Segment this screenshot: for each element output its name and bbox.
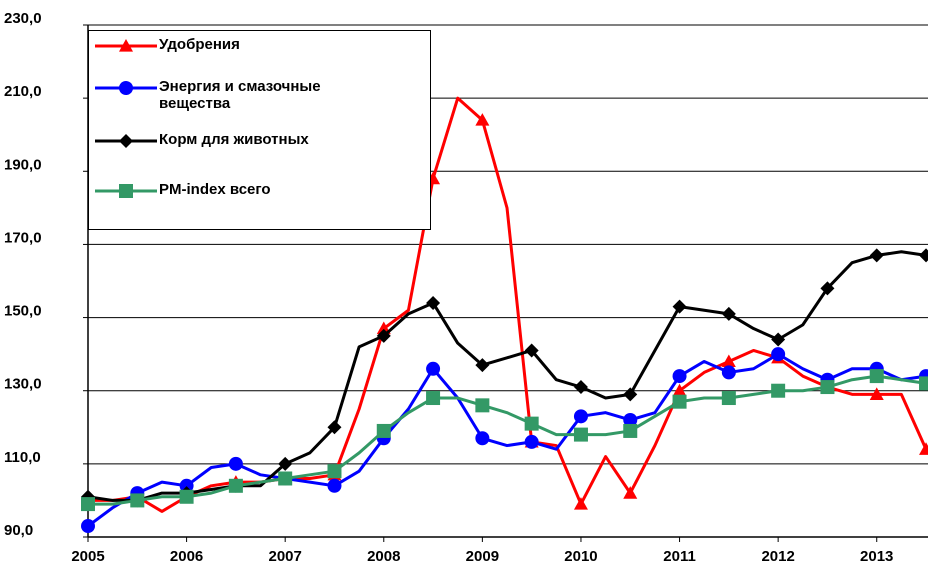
y-tick-label: 210,0 <box>4 83 42 100</box>
legend-item: PM-index всего <box>95 181 384 201</box>
marker <box>721 354 736 368</box>
marker <box>130 493 145 508</box>
marker <box>524 434 539 449</box>
marker <box>278 471 293 486</box>
marker <box>623 387 638 402</box>
x-tick-label: 2005 <box>71 548 104 565</box>
x-tick-label: 2011 <box>663 548 696 565</box>
marker <box>119 184 133 198</box>
marker <box>672 394 687 409</box>
marker <box>81 519 95 534</box>
marker <box>573 427 588 442</box>
y-tick-label: 190,0 <box>4 156 42 173</box>
marker <box>771 383 786 398</box>
legend-item: Удобрения <box>95 36 384 56</box>
marker <box>672 383 687 397</box>
x-tick-label: 2006 <box>170 548 203 565</box>
marker <box>919 442 928 455</box>
marker <box>475 358 490 373</box>
y-tick-label: 230,0 <box>4 10 42 27</box>
y-tick-label: 170,0 <box>4 229 42 246</box>
y-tick-label: 90,0 <box>4 522 33 539</box>
marker <box>81 497 95 512</box>
marker <box>573 380 588 395</box>
marker <box>919 376 928 391</box>
legend-label: Корм для животных <box>159 131 309 148</box>
legend-item: Корм для животных <box>95 131 384 151</box>
marker <box>179 489 194 504</box>
marker <box>524 416 539 431</box>
series-line <box>88 96 928 513</box>
legend-swatch <box>95 184 157 198</box>
marker <box>672 369 687 384</box>
marker <box>119 134 133 148</box>
marker <box>771 347 786 362</box>
marker <box>869 387 884 400</box>
marker <box>672 299 687 314</box>
marker <box>327 478 342 493</box>
marker <box>228 478 243 493</box>
marker <box>869 369 884 384</box>
marker <box>623 423 638 438</box>
marker <box>327 464 342 479</box>
marker <box>869 248 884 263</box>
series-line <box>87 352 927 528</box>
marker <box>376 328 391 343</box>
x-tick-label: 2012 <box>761 548 794 565</box>
legend-swatch <box>95 39 157 52</box>
marker <box>919 248 928 263</box>
legend-swatch <box>95 81 157 95</box>
marker <box>623 486 638 499</box>
legend-swatch <box>95 134 157 148</box>
x-tick-label: 2009 <box>466 548 499 565</box>
series-line <box>88 374 927 506</box>
marker <box>524 343 539 358</box>
marker <box>820 281 835 296</box>
legend-label: Энергия и смазочные вещества <box>159 78 321 112</box>
marker <box>475 398 490 413</box>
marker <box>179 478 194 493</box>
marker <box>426 391 441 406</box>
x-tick-label: 2007 <box>268 548 301 565</box>
marker <box>623 412 638 427</box>
marker <box>820 380 835 395</box>
legend-label: Удобрения <box>159 36 240 53</box>
marker <box>426 361 441 376</box>
legend-item: Энергия и смазочные вещества <box>95 78 384 112</box>
x-tick-label: 2010 <box>564 548 597 565</box>
y-tick-label: 130,0 <box>4 376 42 393</box>
marker <box>376 423 391 438</box>
marker <box>475 431 490 446</box>
marker <box>573 409 588 424</box>
marker <box>771 332 786 347</box>
marker <box>573 497 588 510</box>
marker <box>721 306 736 321</box>
y-tick-label: 110,0 <box>4 449 41 466</box>
marker <box>327 420 342 435</box>
marker <box>721 365 736 380</box>
legend-label: PM-index всего <box>159 181 271 198</box>
y-tick-label: 150,0 <box>4 303 42 320</box>
marker <box>228 456 243 471</box>
marker <box>119 81 133 95</box>
marker <box>119 39 133 52</box>
marker <box>721 391 736 406</box>
x-tick-label: 2008 <box>367 548 400 565</box>
marker <box>475 113 490 126</box>
x-tick-label: 2013 <box>860 548 893 565</box>
marker <box>426 295 441 310</box>
legend: Удобрения Энергия и смазочные вещества Кор… <box>88 30 431 230</box>
marker <box>278 456 293 471</box>
